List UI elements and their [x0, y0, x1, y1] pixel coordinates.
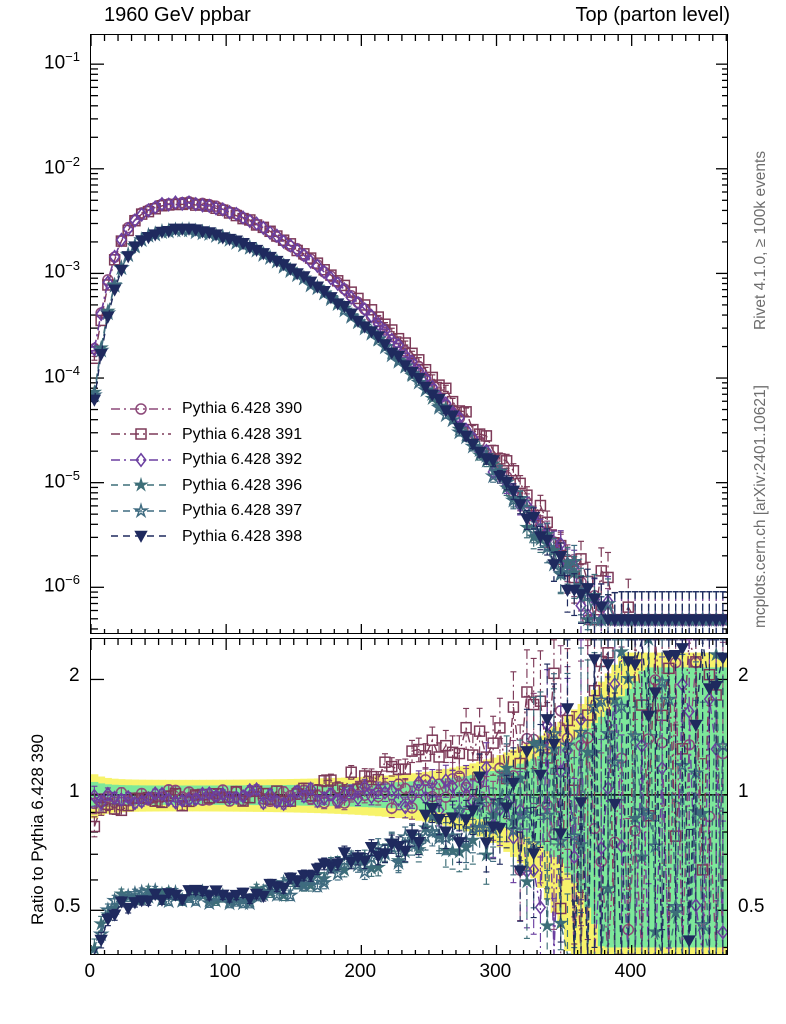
ratio-series-pythia-6-428-398 — [93, 639, 727, 954]
header-left-label: 1960 GeV ppbar — [104, 4, 251, 26]
ratio-plot-panel — [90, 638, 728, 955]
ratio-plot-canvas — [91, 639, 727, 954]
legend-item-pythia-6-428-397[interactable]: Pythia 6.428 397 — [110, 498, 302, 524]
legend-item-pythia-6-428-391[interactable]: Pythia 6.428 391 — [110, 422, 302, 448]
legend-item-pythia-6-428-390[interactable]: Pythia 6.428 390 — [110, 396, 302, 422]
ytick-label-main-5: 10−6 — [44, 572, 80, 597]
legend: Pythia 6.428 390 Pythia 6.428 391 Pythia 6… — [110, 396, 302, 549]
ytick-label-ratio-right-1: 1 — [738, 780, 749, 802]
ytick-label-ratio-left-2: 0.5 — [54, 896, 81, 918]
xtick-label-4: 400 — [614, 961, 647, 982]
ytick-label-main-0: 10−1 — [44, 49, 80, 74]
xtick-label-3: 300 — [479, 961, 512, 982]
legend-item-label: Pythia 6.428 390 — [182, 400, 303, 417]
legend-item-pythia-6-428-392[interactable]: Pythia 6.428 392 — [110, 447, 302, 473]
legend-marker-circle-open-icon — [110, 399, 172, 419]
legend-item-pythia-6-428-398[interactable]: Pythia 6.428 398 — [110, 524, 302, 550]
legend-item-label: Pythia 6.428 397 — [182, 502, 303, 519]
legend-marker-triangle-down-filled-icon — [110, 526, 172, 546]
header-right-label: Top (parton level) — [575, 4, 730, 26]
ytick-label-ratio-left-1: 1 — [69, 780, 80, 802]
xtick-label-1: 100 — [209, 961, 241, 982]
ytick-label-main-1: 10−2 — [44, 153, 80, 179]
ytick-label-main-4: 10−5 — [44, 467, 80, 492]
ytick-label-ratio-left-0: 2 — [69, 665, 80, 687]
legend-marker-star-filled-icon — [110, 475, 172, 495]
legend-marker-star-open-icon — [110, 501, 172, 521]
legend-item-label: Pythia 6.428 396 — [182, 476, 303, 494]
legend-marker-diamond-open-icon — [110, 450, 172, 470]
legend-marker-square-open-icon — [110, 424, 172, 444]
rivet-version-label: Rivet 4.1.0, ≥ 100k events — [752, 150, 769, 330]
ytick-label-main-3: 10−4 — [44, 363, 80, 388]
xtick-label-2: 200 — [344, 961, 377, 982]
ytick-label-main-2: 10−3 — [44, 258, 80, 283]
legend-item-label: Pythia 6.428 391 — [182, 425, 303, 443]
mcplots-source-label: mcplots.cern.ch [arXiv:2401.10621] — [752, 385, 769, 628]
ytick-label-ratio-right-2: 0.5 — [738, 896, 765, 918]
main-plot-canvas — [91, 35, 727, 633]
xtick-label-0: 0 — [84, 961, 96, 982]
ytick-label-ratio-right-0: 2 — [738, 665, 749, 687]
ratio-axis-label: Ratio to Pythia 6.428 390 — [28, 734, 47, 925]
main-plot-panel — [90, 34, 728, 634]
series-pythia-6-428-398 — [91, 223, 727, 633]
legend-item-label: Pythia 6.428 398 — [182, 527, 303, 545]
legend-item-label: Pythia 6.428 392 — [182, 451, 303, 468]
legend-item-pythia-6-428-396[interactable]: Pythia 6.428 396 — [110, 473, 302, 499]
